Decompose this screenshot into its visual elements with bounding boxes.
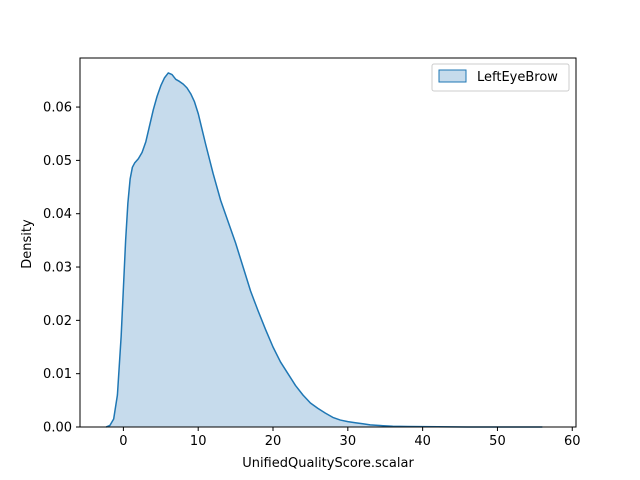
y-tick-label: 0.05 xyxy=(43,154,72,169)
y-tick-label: 0.03 xyxy=(43,261,72,276)
density-line-lefteyebrow xyxy=(105,72,543,428)
plot-area xyxy=(79,57,577,428)
x-tick-label: 50 xyxy=(489,434,506,449)
x-tick-label: 0 xyxy=(119,434,127,449)
y-tick-label: 0.01 xyxy=(43,367,72,382)
density-fill-lefteyebrow xyxy=(106,72,543,428)
y-axis-label: Density xyxy=(20,219,35,269)
legend-label-lefteyebrow: LeftEyeBrow xyxy=(477,70,558,85)
y-tick-label: 0.06 xyxy=(43,101,72,116)
y-tick-label: 0.00 xyxy=(43,421,72,436)
x-axis-label: UnifiedQualityScore.scalar xyxy=(242,456,414,471)
x-tick-label: 60 xyxy=(564,434,581,449)
y-tick-label: 0.04 xyxy=(43,207,72,222)
x-tick-label: 10 xyxy=(190,434,207,449)
legend: LeftEyeBrow xyxy=(431,63,570,92)
x-axis-ticks: 0 10 20 30 40 50 60 xyxy=(119,427,581,449)
axes-frame xyxy=(79,57,577,428)
y-tick-label: 0.02 xyxy=(43,314,72,329)
x-tick-label: 40 xyxy=(414,434,431,449)
legend-swatch-lefteyebrow xyxy=(438,69,467,83)
x-tick-label: 30 xyxy=(340,434,357,449)
y-axis-ticks: 0.00 0.01 0.02 0.03 0.04 0.05 0.06 xyxy=(43,101,80,436)
x-tick-label: 20 xyxy=(265,434,282,449)
